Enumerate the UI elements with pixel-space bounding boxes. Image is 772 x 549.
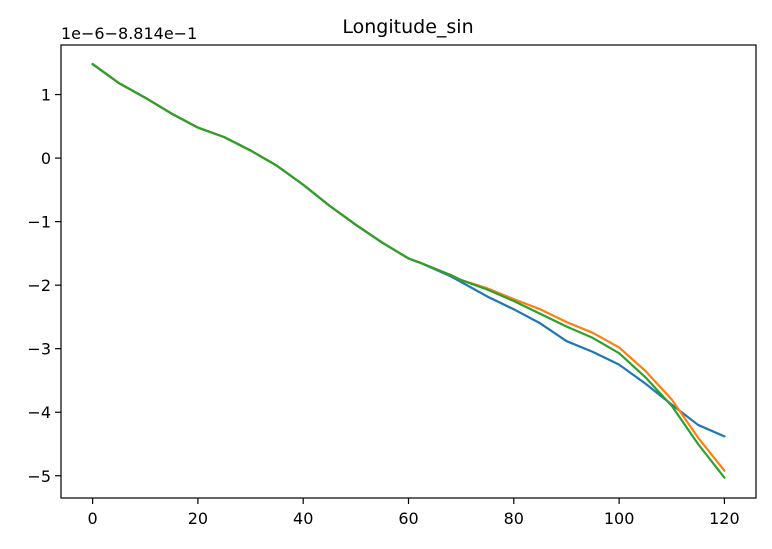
x-tick-label: 40	[293, 509, 313, 528]
y-tick-label: −2	[27, 276, 51, 295]
x-axis: 0 20 40 60 80 100 120	[87, 498, 740, 528]
x-tick-label: 80	[504, 509, 524, 528]
x-tick-label: 60	[398, 509, 418, 528]
y-axis-offset-label: 1e−6−8.814e−1	[61, 24, 197, 43]
y-tick-label: −5	[27, 467, 51, 486]
y-tick-label: 1	[41, 86, 51, 105]
axes-frame	[60, 44, 757, 499]
series-line-3	[91, 62, 726, 479]
y-tick-label: 0	[41, 149, 51, 168]
x-tick-label: 0	[87, 509, 97, 528]
series-layer	[91, 62, 726, 479]
x-tick-label: 120	[709, 509, 740, 528]
chart-title: Longitude_sin	[342, 16, 473, 38]
x-tick-label: 100	[604, 509, 635, 528]
y-tick-label: −3	[27, 340, 51, 359]
x-tick-label: 20	[188, 509, 208, 528]
y-axis: 1 0 −1 −2 −3 −4 −5	[27, 86, 61, 486]
y-tick-label: −4	[27, 403, 51, 422]
y-tick-label: −1	[27, 213, 51, 232]
